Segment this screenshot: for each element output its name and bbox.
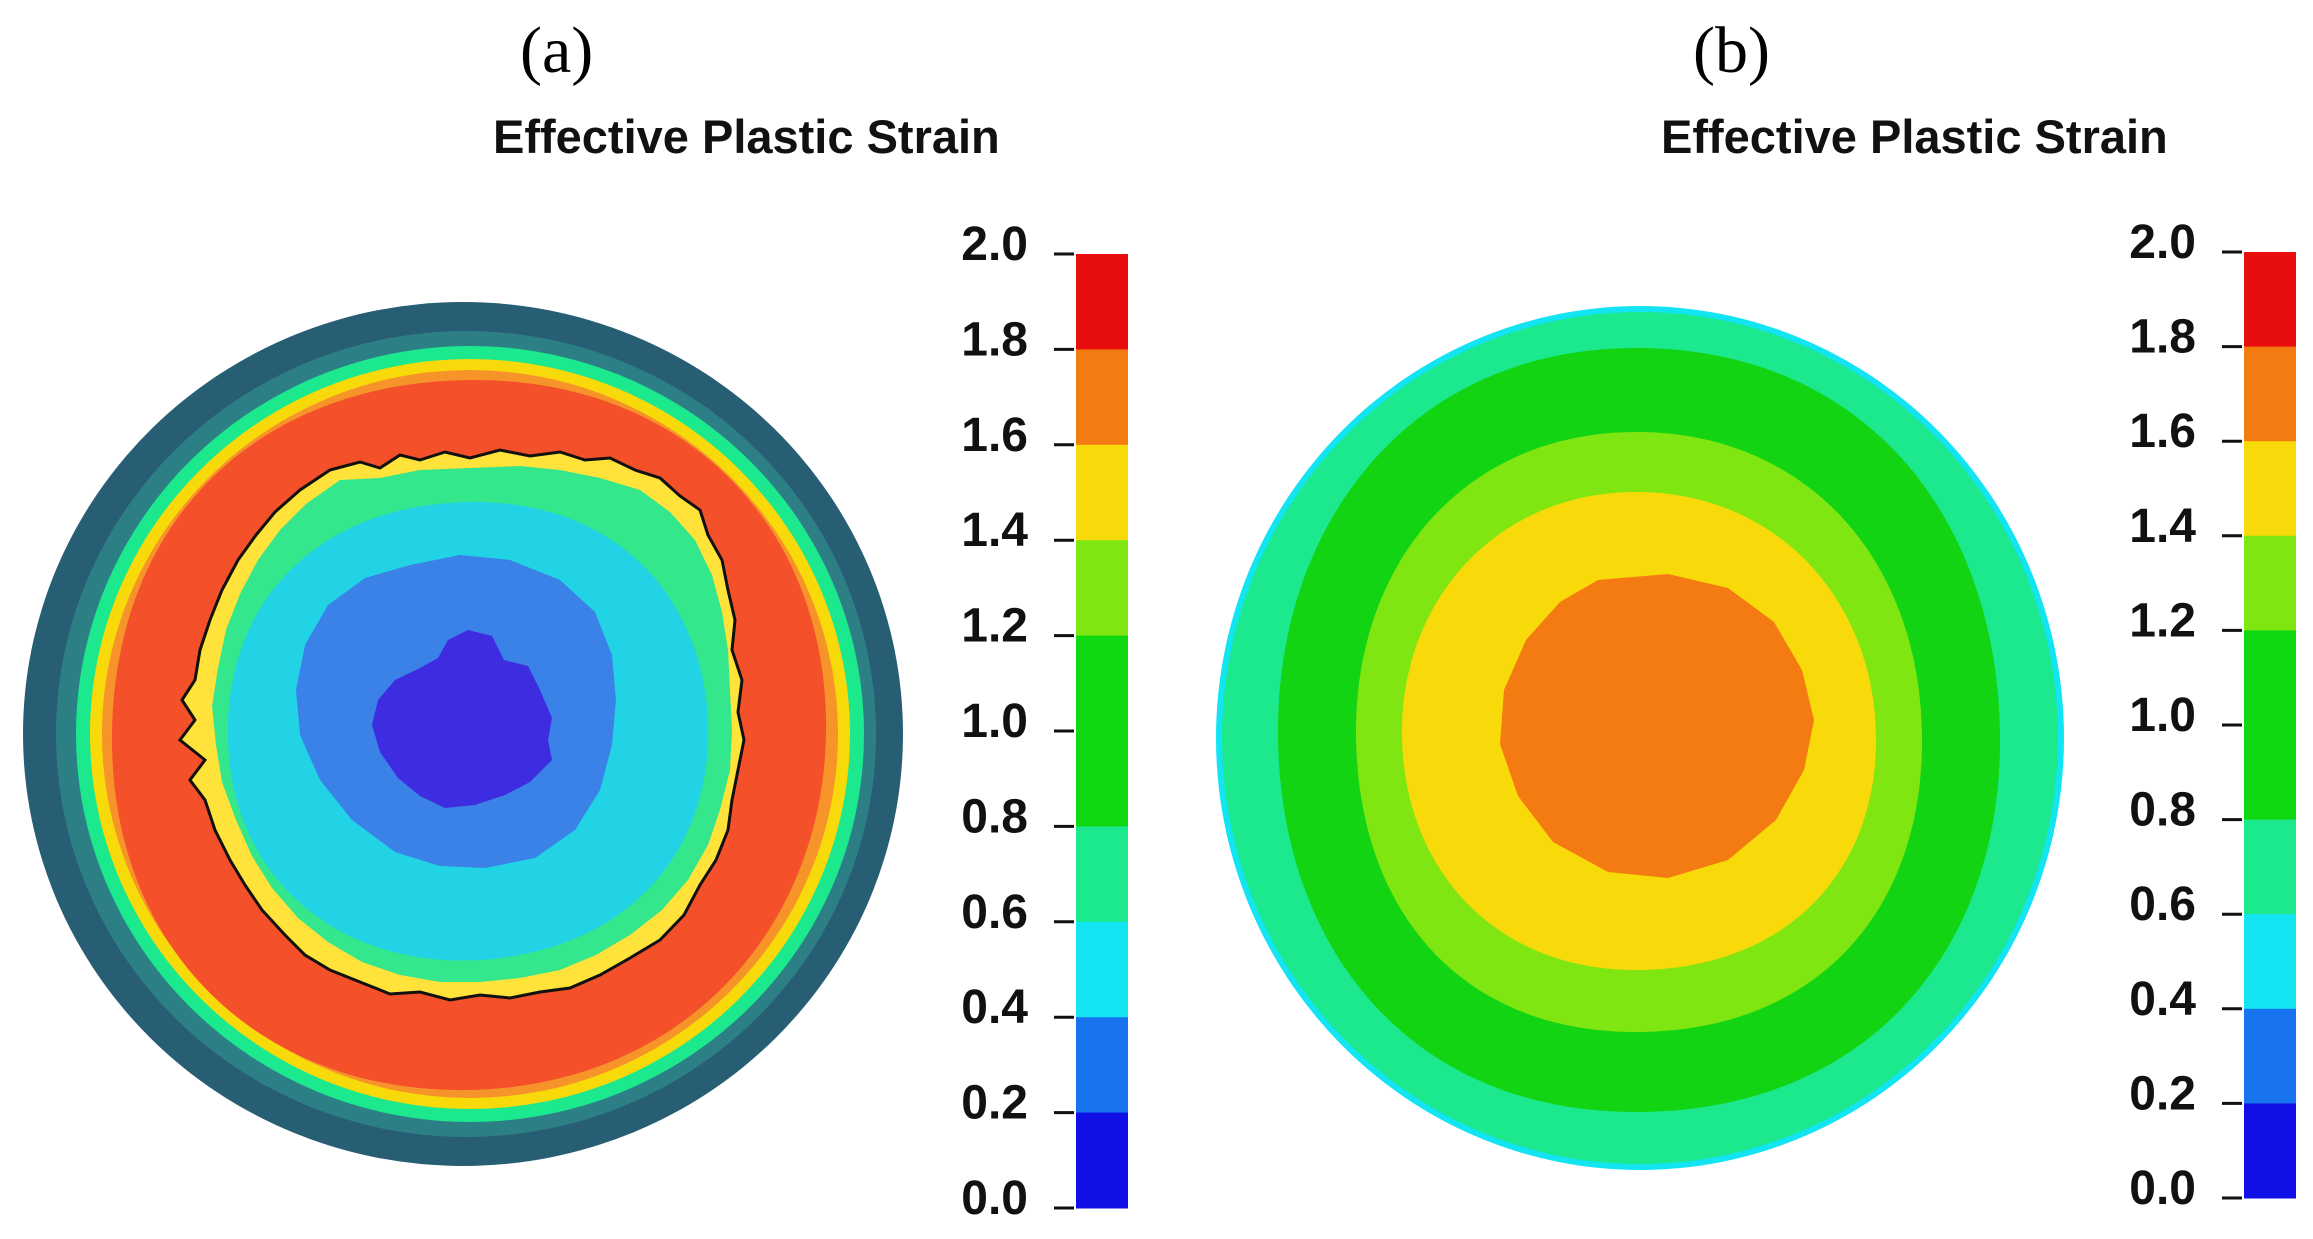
colorbar-tick-label: 1.0 (2129, 689, 2196, 742)
colorbar-segment (2244, 535, 2296, 631)
colorbar-tick-label: 1.0 (961, 695, 1028, 748)
colorbar-tick-label: 0.8 (2129, 784, 2196, 837)
colorbar-segment (1076, 254, 1128, 350)
colorbar-segment (2244, 1103, 2296, 1199)
colorbar-segment (2244, 630, 2296, 726)
colorbar-tick-label: 0.6 (2129, 878, 2196, 931)
colorbar-tick-label: 1.4 (2129, 500, 2196, 553)
colorbar-segment (2244, 725, 2296, 821)
colorbar: 2.0 1.8 1.6 1.4 1.2 1.0 0.8 0.6 0.4 0.2 0.0 (2129, 216, 2296, 1215)
colorbar-segment (1076, 1017, 1128, 1114)
colorbar-segment (2244, 252, 2296, 348)
colorbar-tick-label: 0.4 (961, 981, 1028, 1034)
colorbar-segment (2244, 346, 2296, 442)
colorbar-tick-label: 0.8 (961, 790, 1028, 843)
colorbar-tick-label: 0.2 (961, 1077, 1028, 1130)
colorbar-tick-label: 0.0 (2129, 1162, 2196, 1215)
colorbar-segment (1076, 826, 1128, 923)
colorbar-title: Effective Plastic Strain (493, 110, 1000, 163)
colorbar-segment (1076, 444, 1128, 541)
panel-b: (b) Effective Plastic Strain 2.0 1.8 1.6 1.… (1168, 0, 2313, 1239)
colorbar-segment (1076, 921, 1128, 1018)
contour-plot (23, 302, 903, 1166)
colorbar-tick-label: 1.6 (961, 409, 1028, 462)
contour-band-orange (1500, 574, 1814, 878)
panel-a: (a) Effective Plastic Strain 2.0 1.8 1.6 1.… (0, 0, 1156, 1239)
contour-figure: 2.0 1.8 1.6 1.4 1.2 1.0 0.8 0.6 0.4 0.2 0.0 (23, 218, 1128, 1225)
contour-figure: 2.0 1.8 1.6 1.4 1.2 1.0 0.8 0.6 0.4 0.2 0.0 (1216, 216, 2296, 1215)
colorbar-segment (1076, 731, 1128, 827)
colorbar-segment (1076, 635, 1128, 732)
colorbar-title: Effective Plastic Strain (1661, 110, 2168, 163)
colorbar-segment (1076, 349, 1128, 446)
colorbar-segment (2244, 441, 2296, 537)
colorbar: 2.0 1.8 1.6 1.4 1.2 1.0 0.8 0.6 0.4 0.2 0.0 (961, 218, 1128, 1225)
colorbar-segment (2244, 914, 2296, 1010)
colorbar-tick-label: 1.6 (2129, 405, 2196, 458)
contour-band-violet (372, 630, 552, 808)
colorbar-tick-label: 1.2 (2129, 594, 2196, 647)
colorbar-tick-label: 1.8 (2129, 311, 2196, 364)
colorbar-tick-label: 0.6 (961, 886, 1028, 939)
colorbar-tick-label: 0.0 (961, 1172, 1028, 1225)
colorbar-tick-label: 2.0 (961, 218, 1028, 271)
colorbar-tick-label: 0.4 (2129, 973, 2196, 1026)
colorbar-tick-label: 2.0 (2129, 216, 2196, 269)
colorbar-tick-label: 1.2 (961, 600, 1028, 653)
colorbar-tick-label: 1.8 (961, 313, 1028, 366)
panel-label: (b) (1693, 14, 1770, 87)
colorbar-tick-label: 0.2 (2129, 1067, 2196, 1120)
colorbar-segment (1076, 1112, 1128, 1209)
colorbar-segment (1076, 540, 1128, 637)
colorbar-tick-label: 1.4 (961, 504, 1028, 557)
panel-label: (a) (520, 14, 594, 87)
colorbar-segment (2244, 1008, 2296, 1104)
contour-plot (1216, 306, 2064, 1170)
colorbar-segment (2244, 819, 2296, 915)
